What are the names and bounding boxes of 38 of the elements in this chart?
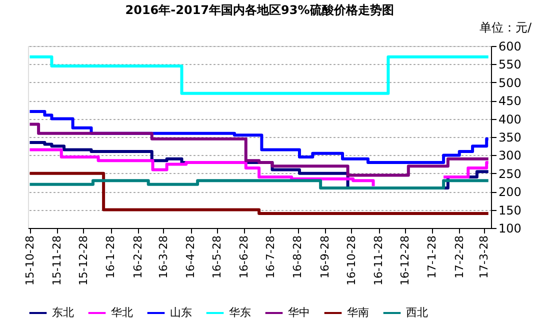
y-tick-label: 200 [498, 185, 522, 200]
x-tick-label: 15-12-28 [76, 236, 90, 286]
x-tick-label: 16-1-28 [104, 236, 118, 278]
legend-label: 华南 [347, 306, 369, 319]
legend-label: 华北 [111, 306, 133, 319]
x-tick-label: 17-2-28 [452, 236, 466, 278]
legend-label: 华东 [229, 306, 251, 319]
y-tick-label: 450 [498, 94, 522, 108]
x-tick-label: 16-3-28 [156, 236, 170, 278]
y-tick-label: 250 [498, 166, 522, 181]
x-tick-label: 17-1-28 [426, 236, 439, 278]
legend-label: 东北 [52, 306, 74, 319]
y-tick-label: 400 [498, 112, 522, 126]
x-tick-label: 17-3-28 [477, 236, 490, 278]
x-tick-label: 16-10-28 [344, 236, 358, 286]
x-tick-label: 16-4-28 [184, 236, 198, 278]
legend-label: 山东 [170, 306, 192, 319]
y-axis-title: 单位：元/ [479, 20, 532, 34]
x-tick-label: 16-7-28 [264, 236, 277, 278]
x-tick-label: 16-5-28 [210, 236, 224, 278]
x-tick-label: 16-9-28 [318, 236, 332, 278]
y-tick-label: 300 [498, 148, 522, 163]
x-tick-label: 16-8-28 [291, 236, 304, 278]
x-tick-label: 16-2-28 [131, 236, 144, 278]
y-tick-label: 350 [498, 130, 522, 144]
x-tick-label: 15-10-28 [23, 236, 36, 286]
legend-label: 西北 [406, 306, 428, 319]
y-tick-label: 600 [498, 40, 522, 54]
x-tick-label: 16-12-28 [398, 236, 412, 286]
legend-label: 华中 [288, 306, 310, 319]
y-tick-label: 500 [498, 76, 522, 90]
x-tick-label: 16-6-28 [238, 236, 251, 278]
x-tick-label: 16-11-28 [372, 236, 386, 286]
y-tick-label: 550 [498, 58, 522, 72]
chart-title: 2016年-2017年国内各地区93%硫酸价格走势图 [125, 3, 394, 17]
x-tick-label: 15-11-28 [50, 236, 64, 286]
y-tick-label: 100 [498, 222, 522, 236]
y-tick-label: 150 [498, 203, 522, 218]
